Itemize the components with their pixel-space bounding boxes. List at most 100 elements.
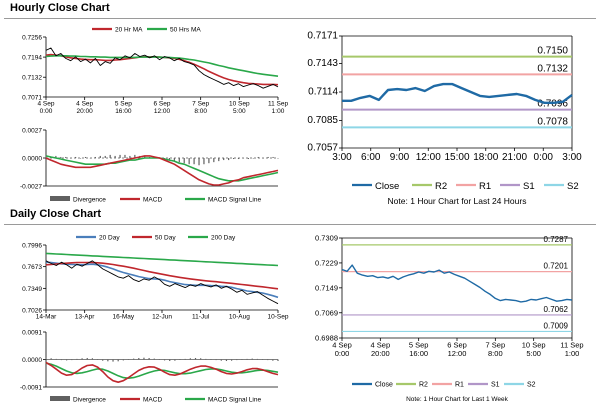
level-label-s1: 0.7096 [537,99,568,110]
legend-item-20-day: 20 Day [76,234,120,241]
y-tick-label: 0.7069 [315,308,338,317]
divergence-bar [75,156,77,158]
legend-item-close: Close [352,382,393,389]
divergence-bar [173,158,175,162]
divergence-bar [194,357,197,360]
divergence-bar [114,155,116,158]
divergence-bar [65,156,67,158]
divergence-bar [223,158,225,161]
legend-label: Divergence [73,396,106,403]
series-close [341,264,573,303]
divergence-bar [242,158,245,159]
y-tick-label: 0.0091 [22,330,42,337]
y-tick-label: 0.7349 [22,286,42,293]
legend-item-s2: S2 [544,181,579,192]
divergence-bar [228,158,230,161]
divergence-bar [79,158,82,159]
x-tick-label: 5:00 [526,349,541,358]
chart-note: Note: 1 Hour Chart for Last 24 Hours [388,196,527,206]
legend-item-50-hrs-ma: 50 Hrs MA [147,26,201,33]
x-tick-label: 6 Sep [447,341,467,350]
divergence-bar [70,158,72,159]
divergence-bar [86,357,88,360]
divergence-bars [45,357,279,362]
x-tick-label: 20:00 [371,349,390,358]
series-50-hrs-ma [45,54,279,77]
y-tick-label: -0.0091 [20,385,42,392]
legend-item-close: Close [352,181,399,192]
divergence-bar [261,359,264,360]
x-tick-label: 0:00 [534,152,554,163]
x-tick-label: 9:00 [390,152,410,163]
divergence-bar [272,156,274,158]
divergence-bar [96,359,99,360]
divergence-bar [272,359,274,361]
legend-item-50-day: 50 Day [132,234,176,241]
divergence-bar [247,158,249,160]
divergence-bar [257,156,259,158]
y-tick-label: 0.7143 [307,58,338,69]
divergence-bar [84,156,87,158]
x-tick-label: 12-Jun [152,314,172,321]
y-tick-label: 0.7309 [315,234,338,243]
divergence-bar [256,358,258,360]
divergence-bar [198,158,200,166]
divergence-bar [107,359,109,362]
x-tick-label: 10-Sep [268,314,289,321]
divergence-bar [102,359,104,361]
divergence-bar [213,158,215,163]
y-tick-label: 0.7071 [22,95,42,102]
legend-item-divergence: Divergence [50,396,106,403]
legend-label: Divergence [73,196,106,203]
divergence-bar [89,158,92,159]
series-20-day [45,261,279,299]
x-tick-label: 7 Sep [486,341,506,350]
divergence-bar [218,158,220,162]
series-macd [45,155,279,186]
divergence-bar [237,158,240,160]
divergence-bar [189,358,191,360]
hourly-section-title: Hourly Close Chart [10,2,110,14]
y-tick-label: 0.7194 [22,55,42,62]
y-tick-label: 0.7171 [307,31,338,42]
level-label-r1: 0.7132 [537,63,568,74]
y-tick-label: -0.0027 [20,184,42,191]
divergence-bar [45,155,47,158]
series-200-day [45,252,279,267]
x-tick-label: 6 Sep [154,101,171,108]
divergence-bar [267,156,269,158]
divergence-bar [236,359,238,361]
legend-item-r1: R1 [432,382,464,389]
divergence-bar [124,154,126,158]
divergence-bar [76,358,78,360]
divergence-bar [200,358,202,360]
divergence-bar [133,358,135,360]
level-label-r2: 0.7150 [537,46,568,57]
divergence-bar [117,359,119,362]
divergence-bar [119,154,121,158]
legend-label: Close [375,382,393,389]
divergence-bar [168,158,171,161]
divergence-bar [220,359,222,361]
x-tick-label: 21:00 [502,152,527,163]
divergence-bar [215,359,217,361]
divergence-bar [60,156,62,158]
legend-label: MACD [143,396,162,403]
legend-item-200-day: 200 Day [188,234,236,241]
x-tick-label: 13-Apr [75,314,95,321]
y-tick-label: 0.0000 [22,357,42,364]
y-tick-label: 0.7085 [307,115,338,126]
divergence-bar [148,357,150,360]
x-tick-label: 4 Sep [332,341,352,350]
y-tick-label: 0.7132 [22,75,42,82]
divergence-bar [91,358,93,360]
legend-label: MACD Signal Line [208,396,261,403]
divergence-bar [138,357,140,360]
divergence-bar [143,357,145,360]
x-tick-label: 16-May [112,314,134,321]
legend-label: 20 Day [99,234,120,241]
y-tick-label: 0.7057 [307,143,338,154]
legend-item-r2: R2 [412,181,447,192]
x-tick-label: 6:00 [361,152,381,163]
